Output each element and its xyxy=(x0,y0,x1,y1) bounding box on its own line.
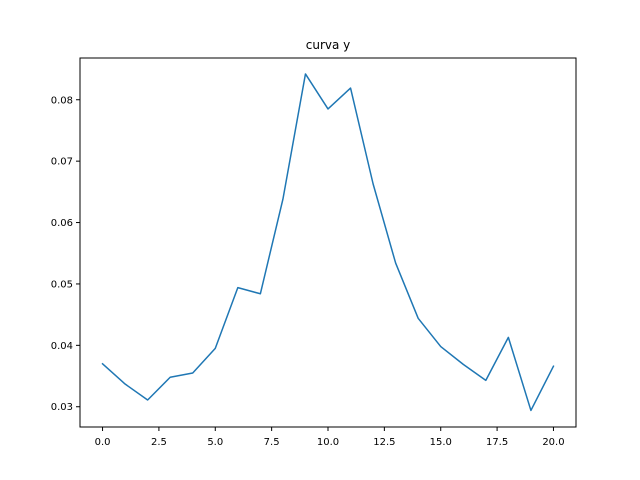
x-tick-label: 12.5 xyxy=(373,437,395,448)
x-tick-label: 7.5 xyxy=(264,437,280,448)
series-line xyxy=(101,73,555,412)
x-tick-label: 10.0 xyxy=(317,437,339,448)
x-tick-label: 17.5 xyxy=(486,437,508,448)
x-tick-label: 0.0 xyxy=(95,437,111,448)
y-tick-label: 0.07 xyxy=(51,157,73,168)
y-tick-label: 0.04 xyxy=(51,341,73,352)
x-tick-label: 2.5 xyxy=(151,437,167,448)
x-tick-label: 15.0 xyxy=(430,437,452,448)
x-tick-label: 5.0 xyxy=(207,437,223,448)
y-tick-label: 0.08 xyxy=(51,95,73,106)
chart-title: curva y xyxy=(306,38,351,52)
y-tick-label: 0.05 xyxy=(51,279,73,290)
y-tick-label: 0.06 xyxy=(51,218,73,229)
axes-frame xyxy=(79,57,577,428)
x-tick-label: 20.0 xyxy=(542,437,564,448)
y-tick-label: 0.03 xyxy=(51,402,73,413)
plot-area: 0.0 2.5 5.0 7.5 10.0 12.5 15.0 17.5 20.0 0.03 0.04… xyxy=(51,73,565,448)
